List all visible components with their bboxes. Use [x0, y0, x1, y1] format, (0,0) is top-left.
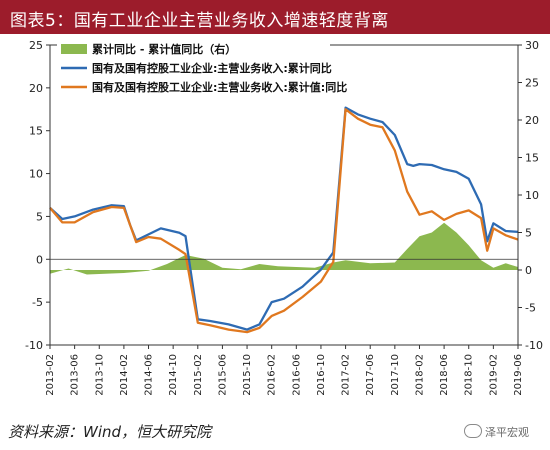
- x-tick-label: 2019-06: [513, 354, 524, 396]
- chart-canvas: -10 -5 0 5 10 15 20 25 -10 -5 0 5 10 15 20 25 30 2013-02 2…: [25, 38, 543, 396]
- right-tick-label: 20: [525, 114, 539, 127]
- right-tick-label: -10: [525, 339, 543, 352]
- x-tick-label: 2016-02: [267, 354, 278, 396]
- x-tick-label: 2013-06: [70, 354, 81, 396]
- legend-label-2: 国有及国有控股工业企业:主营业务收入:累计值:同比: [92, 80, 347, 94]
- left-tick-label: 20: [29, 82, 43, 95]
- x-tick-label: 2018-10: [464, 354, 475, 396]
- left-tick-label: -5: [32, 296, 43, 309]
- watermark: 泽平宏观: [464, 424, 529, 440]
- right-tick-label: 25: [525, 77, 539, 90]
- x-tick-label: 2018-06: [439, 354, 450, 396]
- x-tick-label: 2016-06: [291, 354, 302, 396]
- x-tick-label: 2019-02: [488, 354, 499, 396]
- title-banner: 图表5：国有工业企业主营业务收入增速轻度背离: [0, 0, 550, 34]
- legend-background: [57, 38, 330, 95]
- x-tick-label: 2017-02: [341, 354, 352, 396]
- x-tick-label: 2016-10: [316, 354, 327, 396]
- left-tick-label: -10: [25, 339, 43, 352]
- left-tick-label: 5: [36, 210, 43, 223]
- x-tick-label: 2013-02: [45, 354, 56, 396]
- axes-layer: -10 -5 0 5 10 15 20 25 -10 -5 0 5 10 15 20 25 30 2013-02 2…: [25, 39, 543, 396]
- left-tick-label: 10: [29, 168, 43, 181]
- x-tick-label: 2014-02: [119, 354, 130, 396]
- x-tick-label: 2015-10: [242, 354, 253, 396]
- right-tick-label: 30: [525, 39, 539, 52]
- x-tick-label: 2018-02: [414, 354, 425, 396]
- legend-label-1: 国有及国有控股工业企业:主营业务收入:累计同比: [92, 61, 332, 75]
- legend-label-0: 累计同比 - 累计值同比（右）: [92, 42, 236, 56]
- left-tick-label: 25: [29, 39, 43, 52]
- x-tick-label: 2017-10: [390, 354, 401, 396]
- right-tick-label: -5: [525, 302, 536, 315]
- left-tick-label: 15: [29, 125, 43, 138]
- line-series-layer: [49, 106, 519, 334]
- chart-title: 图表5：国有工业企业主营业务收入增速轻度背离: [10, 11, 389, 31]
- x-tick-label: 2017-06: [365, 354, 376, 396]
- x-tick-label: 2015-02: [193, 354, 204, 396]
- right-tick-label: 10: [525, 189, 539, 202]
- x-tick-label: 2013-10: [94, 354, 105, 396]
- right-tick-label: 15: [525, 152, 539, 165]
- legend-swatch-0: [61, 44, 87, 54]
- legend: 累计同比 - 累计值同比（右） 国有及国有控股工业企业:主营业务收入:累计同比国有…: [57, 38, 347, 95]
- x-tick-label: 2015-06: [217, 354, 228, 396]
- source-note: 资料来源：Wind，恒大研究院: [8, 423, 212, 441]
- right-tick-label: 0: [525, 264, 532, 277]
- x-tick-label: 2014-06: [144, 354, 155, 396]
- watermark-text: 泽平宏观: [485, 426, 529, 439]
- wechat-icon: [464, 424, 482, 438]
- area-series-0: [50, 222, 518, 275]
- area-series-layer: [50, 222, 518, 275]
- x-tick-label: 2014-10: [168, 354, 179, 396]
- left-tick-label: 0: [36, 253, 43, 266]
- right-tick-label: 5: [525, 227, 532, 240]
- line-series-2: [49, 108, 519, 334]
